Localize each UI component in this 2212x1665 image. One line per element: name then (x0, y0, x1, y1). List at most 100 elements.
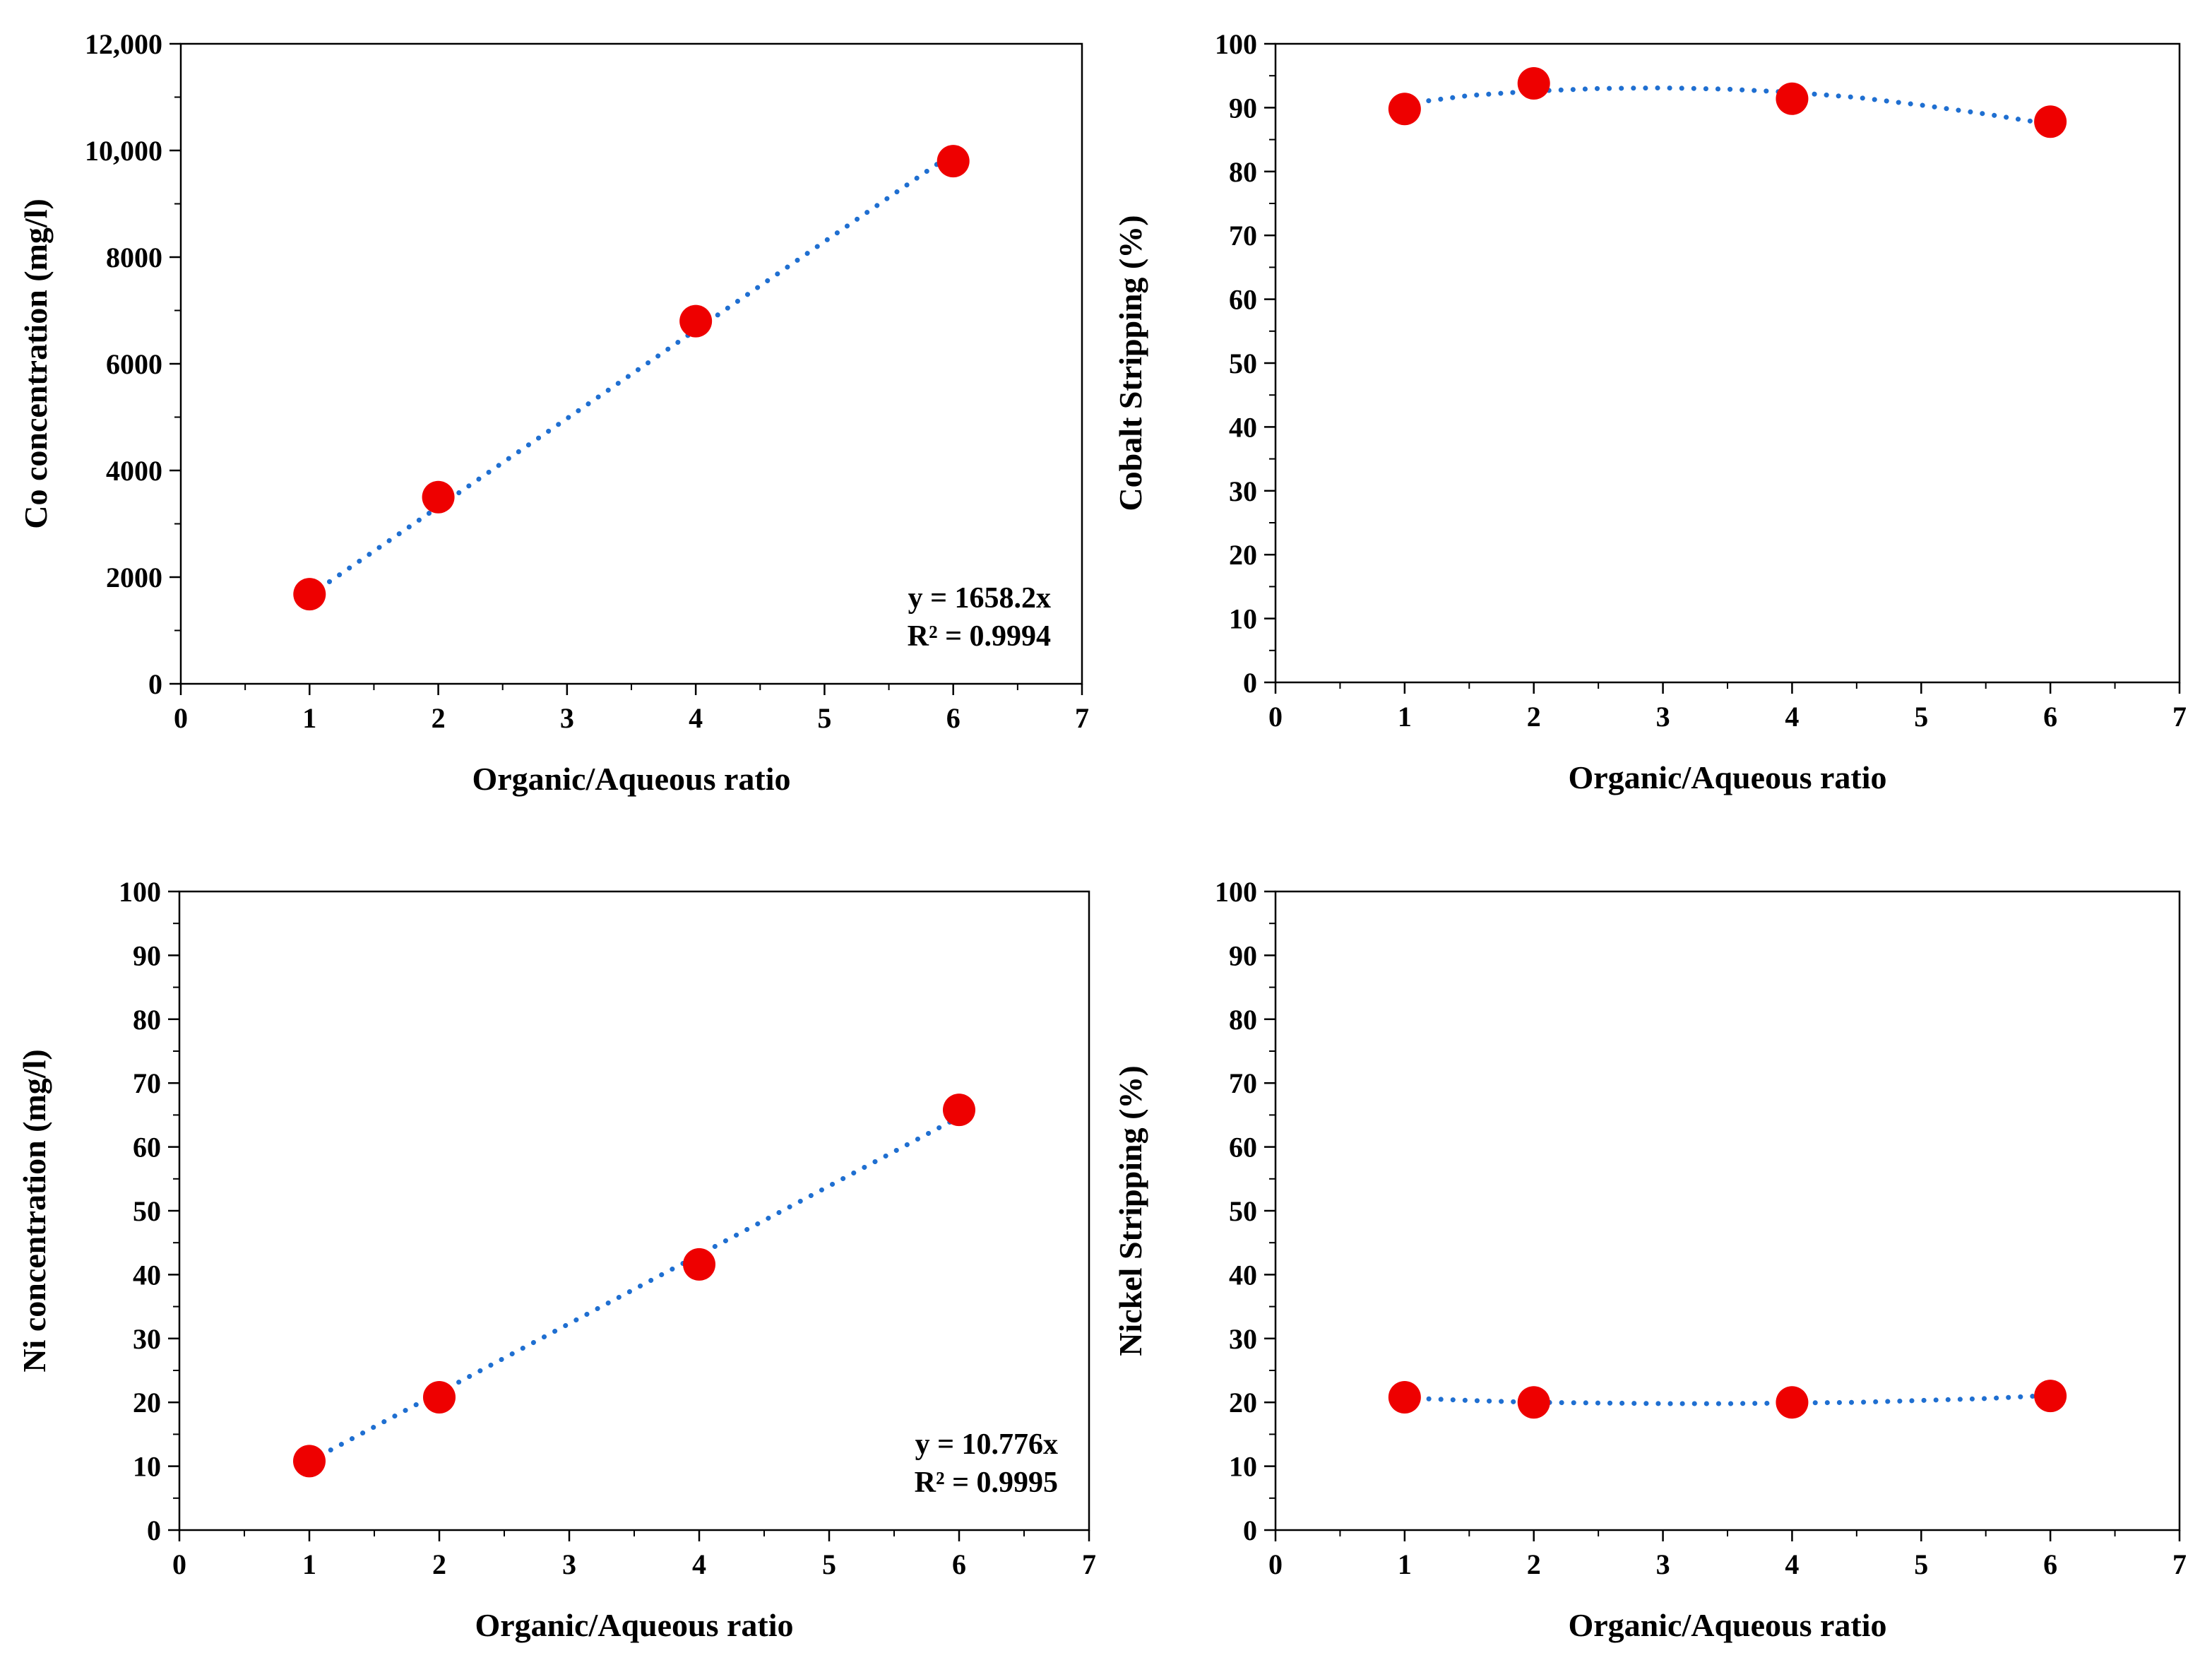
x-tick-label: 5 (822, 1548, 836, 1580)
y-tick-label: 20 (1229, 539, 1257, 571)
x-tick-label: 4 (689, 702, 703, 734)
y-tick-label: 70 (1229, 1067, 1257, 1099)
x-tick-label: 3 (1656, 1548, 1670, 1580)
r-squared-value: R² = 0.9994 (908, 620, 1051, 653)
y-tick-label: 20 (1229, 1387, 1257, 1418)
x-tick-label: 0 (1268, 701, 1283, 733)
y-tick-label: 2000 (106, 562, 162, 593)
x-tick-label: 2 (1527, 701, 1541, 733)
x-tick-label: 4 (1785, 1548, 1799, 1580)
data-point (683, 1248, 715, 1281)
y-tick-label: 10,000 (85, 135, 162, 167)
x-axis-title: Organic/Aqueous ratio (472, 761, 790, 797)
y-tick-label: 10 (1229, 1451, 1257, 1483)
y-tick-label: 60 (1229, 1132, 1257, 1163)
data-point (2034, 105, 2067, 138)
data-point (1388, 93, 1421, 126)
y-tick-label: 60 (1229, 284, 1257, 316)
y-tick-label: 30 (1229, 1323, 1257, 1355)
x-axis-title: Organic/Aqueous ratio (1568, 1607, 1886, 1643)
y-tick-label: 50 (1229, 1195, 1257, 1227)
y-tick-label: 40 (133, 1259, 161, 1291)
x-tick-label: 3 (560, 702, 574, 734)
x-tick-label: 0 (1268, 1548, 1283, 1580)
x-tick-label: 0 (174, 702, 188, 734)
y-tick-label: 40 (1229, 411, 1257, 443)
y-tick-label: 50 (1229, 348, 1257, 379)
x-tick-label: 7 (2172, 1548, 2187, 1580)
y-tick-label: 90 (133, 940, 161, 971)
y-tick-label: 90 (1229, 940, 1257, 971)
data-point (943, 1094, 975, 1127)
trendline (307, 150, 956, 598)
y-tick-label: 80 (133, 1004, 161, 1036)
data-point (1776, 1386, 1809, 1419)
y-tick-label: 80 (1229, 1004, 1257, 1036)
data-point (1517, 67, 1550, 100)
y-tick-label: 30 (1229, 475, 1257, 507)
x-tick-label: 4 (1785, 701, 1799, 733)
x-tick-label: 2 (1527, 1548, 1541, 1580)
y-tick-label: 0 (1243, 667, 1257, 699)
x-tick-label: 0 (172, 1548, 186, 1580)
data-point (2034, 1380, 2067, 1413)
x-tick-label: 6 (952, 1548, 966, 1580)
plot-frame (1274, 890, 2181, 1531)
y-axis-title: Co concentration (mg/l) (18, 199, 54, 529)
cobalt-stripping-panel: 0 1 2 3 4 5 6 70102030405060708090100Organic/Aq… (1112, 28, 2187, 795)
x-tick-label: 1 (1398, 1548, 1412, 1580)
x-tick-label: 5 (1914, 1548, 1928, 1580)
y-tick-label: 0 (1243, 1515, 1257, 1546)
y-tick-label: 4000 (106, 455, 162, 487)
data-point (679, 304, 713, 338)
data-point (936, 145, 970, 178)
y-tick-label: 12,000 (85, 28, 162, 60)
trendline-equation: y = 10.776x (915, 1428, 1058, 1461)
x-tick-label: 1 (302, 702, 316, 734)
plot-frame (1274, 42, 2181, 684)
data-point (293, 1445, 326, 1478)
y-tick-label: 10 (133, 1451, 161, 1483)
x-tick-label: 2 (432, 702, 446, 734)
x-tick-label: 2 (432, 1548, 446, 1580)
x-tick-label: 6 (2043, 1548, 2057, 1580)
x-tick-label: 7 (1082, 1548, 1096, 1580)
trendline (1402, 85, 2053, 127)
y-axis-title: Nickel Stripping (%) (1112, 1065, 1148, 1356)
trendline (1402, 1392, 2053, 1406)
y-tick-label: 0 (148, 668, 162, 700)
y-tick-label: 70 (133, 1067, 161, 1099)
y-tick-label: 10 (1229, 603, 1257, 635)
data-point (1517, 1386, 1550, 1419)
y-tick-label: 30 (133, 1323, 161, 1355)
x-axis-title: Organic/Aqueous ratio (475, 1607, 793, 1643)
data-point (422, 480, 455, 514)
y-tick-label: 100 (1215, 876, 1257, 908)
co-concentration-panel: 0 1 2 3 4 5 6 7 0 2000 4000 6000 8000 10,000 12,000 Org… (18, 28, 1089, 797)
x-tick-label: 3 (562, 1548, 576, 1580)
data-point (1388, 1380, 1421, 1414)
x-axis-title: Organic/Aqueous ratio (1568, 759, 1886, 795)
y-tick-label: 20 (133, 1387, 161, 1418)
data-point (293, 578, 326, 611)
x-tick-label: 7 (1075, 702, 1089, 734)
y-tick-label: 6000 (106, 348, 162, 380)
y-tick-label: 70 (1229, 220, 1257, 251)
y-tick-label: 50 (133, 1195, 161, 1227)
x-tick-label: 4 (692, 1548, 706, 1580)
x-tick-label: 6 (946, 702, 961, 734)
y-axis-title: Cobalt Stripping (%) (1112, 215, 1148, 511)
y-tick-label: 8000 (106, 242, 162, 273)
y-tick-label: 80 (1229, 156, 1257, 188)
y-axis-title: Ni concentration (mg/l) (16, 1049, 52, 1372)
data-point (423, 1380, 456, 1414)
ni-concentration-panel: 0 1 2 3 4 5 6 70102030405060708090100Organic/Aq… (16, 876, 1096, 1643)
trendline-equation: y = 1658.2x (908, 582, 1051, 615)
x-tick-label: 5 (817, 702, 831, 734)
x-tick-label: 1 (302, 1548, 316, 1580)
y-tick-label: 100 (1215, 28, 1257, 60)
y-tick-label: 90 (1229, 92, 1257, 124)
x-tick-label: 3 (1656, 701, 1670, 733)
r-squared-value: R² = 0.9995 (915, 1466, 1058, 1499)
trendline (307, 1115, 962, 1464)
